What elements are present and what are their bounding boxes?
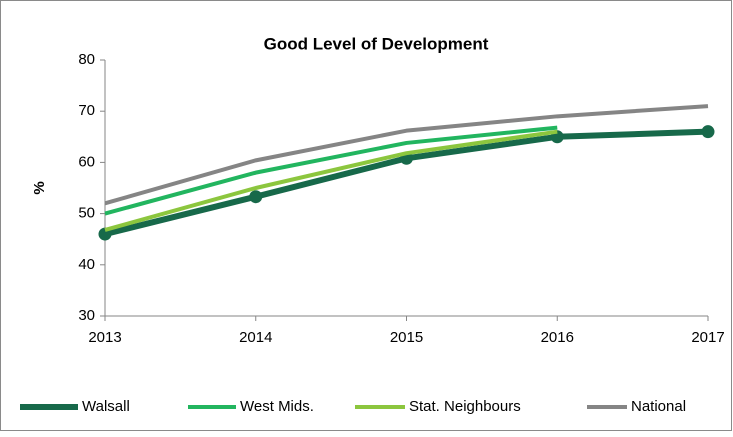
chart-title: Good Level of Development (264, 34, 489, 53)
series-line (104, 104, 709, 206)
legend-label: West Mids. (240, 398, 314, 415)
series-marker (701, 125, 715, 139)
y-tick-label: 30 (78, 307, 95, 324)
x-tick-label: 2017 (691, 329, 724, 346)
series-line (104, 125, 558, 216)
legend-label: Stat. Neighbours (409, 398, 521, 415)
series-marker (249, 190, 263, 204)
y-tick-label: 80 (78, 51, 95, 68)
x-tick-label: 2014 (239, 329, 272, 346)
y-tick-label: 40 (78, 256, 95, 273)
series-line (104, 129, 558, 232)
y-axis-label: % (31, 181, 48, 194)
legend-label: National (631, 398, 686, 415)
y-tick-label: 70 (78, 102, 95, 119)
x-tick-label: 2015 (390, 329, 423, 346)
x-tick-label: 2013 (88, 329, 121, 346)
legend-label: Walsall (82, 398, 130, 415)
y-tick-label: 60 (78, 153, 95, 170)
y-tick-label: 50 (78, 205, 95, 222)
x-tick-label: 2016 (541, 329, 574, 346)
